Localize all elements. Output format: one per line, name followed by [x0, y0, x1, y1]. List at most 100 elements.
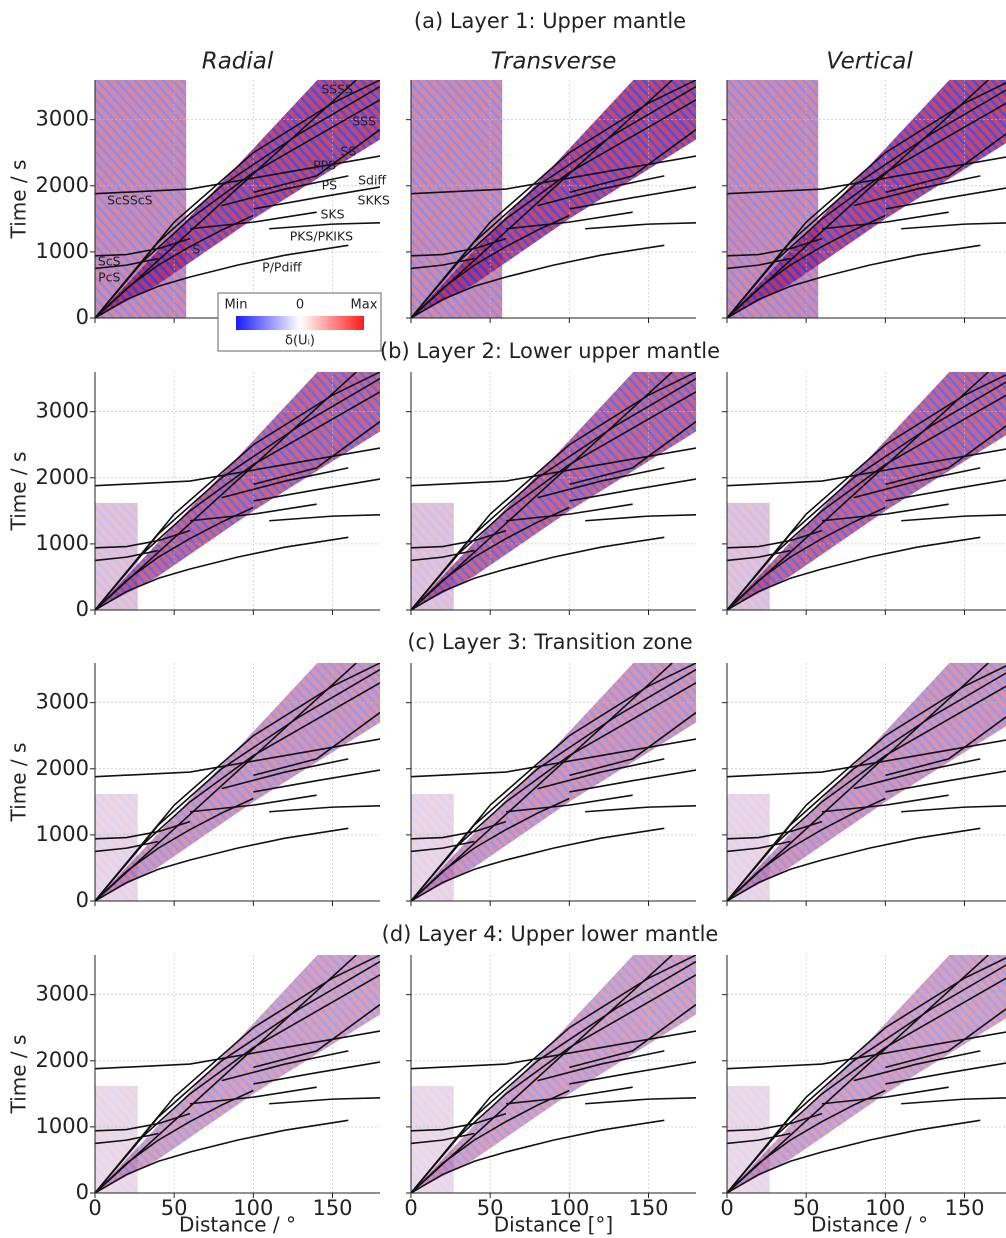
y-tick-label: 3000 [36, 690, 89, 714]
y-tick-label: 2000 [36, 173, 89, 197]
x-tick-label: 50 [793, 1196, 820, 1220]
waveform-texture [411, 955, 696, 1193]
phase-label: PS [322, 177, 338, 192]
travel-time-curve [411, 529, 507, 549]
travel-time-curve [727, 372, 989, 610]
waveform-texture [727, 955, 1006, 1193]
travel-time-curve [411, 536, 665, 610]
travel-time-curve [253, 1003, 380, 1069]
travel-time-curve [569, 478, 696, 502]
travel-time-curve [95, 80, 380, 318]
travel-time-curve [537, 175, 665, 207]
plot-area [411, 80, 696, 318]
travel-time-curve [411, 214, 570, 318]
travel-time-curve [221, 1050, 349, 1082]
travel-time-curve [189, 211, 317, 230]
travel-time-curve [95, 827, 349, 901]
plot-area [727, 80, 1006, 318]
y-tick-label: 2000 [36, 1048, 89, 1072]
phase-label: SSSS [321, 81, 353, 96]
travel-time-curve [727, 955, 989, 1193]
plot-area [411, 663, 696, 901]
travel-time-curve [95, 549, 159, 562]
travel-time-curve [411, 840, 475, 853]
travel-time-curve [253, 420, 380, 486]
travel-time-curve [727, 797, 886, 901]
travel-time-curve [411, 372, 696, 610]
travel-time-curve [585, 805, 696, 813]
travel-time-curve [537, 1050, 665, 1082]
travel-time-curve [411, 80, 696, 318]
y-tick-label: 0 [76, 305, 89, 329]
travel-time-curve [95, 257, 159, 270]
colorbar-label: Max [351, 298, 378, 313]
travel-time-curve [95, 237, 191, 257]
travel-time-curve [821, 1086, 949, 1105]
travel-time-curve [853, 1050, 981, 1082]
travel-time-curve [411, 827, 665, 901]
travel-time-curve [95, 1089, 254, 1193]
travel-time-curve [411, 663, 696, 901]
travel-time-curve [885, 770, 1006, 793]
travel-time-curve [95, 955, 357, 1193]
panel [406, 80, 696, 323]
y-tick-label: 0 [76, 597, 89, 621]
travel-time-curve [189, 794, 317, 813]
waveform-texture [411, 663, 696, 901]
travel-time-curve [727, 1119, 981, 1193]
column-title: Transverse [491, 49, 617, 75]
x-axis-label: Distance [°] [494, 1213, 613, 1237]
row-title: (b) Layer 2: Lower upper mantle [380, 339, 720, 363]
phase-label: PKS/PKIKS [290, 229, 353, 244]
travel-time-curve [885, 1007, 1006, 1069]
travel-time-curve [901, 514, 1006, 522]
x-tick-label: 100 [233, 1196, 273, 1220]
y-tick-label: 2000 [36, 756, 89, 780]
x-tick-label: 50 [477, 1196, 504, 1220]
waveform-texture [95, 372, 380, 610]
travel-time-curve [727, 549, 791, 562]
travel-time-curve [221, 467, 349, 499]
y-tick-label: 1000 [36, 1114, 89, 1138]
x-tick-label: 150 [628, 1196, 668, 1220]
y-tick-label: 0 [76, 1180, 89, 1204]
travel-time-curve [95, 372, 380, 610]
panel [406, 663, 696, 906]
plot-area [727, 955, 1006, 1193]
travel-time-curve [727, 957, 1006, 1193]
travel-time-curve [269, 514, 380, 522]
x-tick-label: 150 [944, 1196, 984, 1220]
travel-time-curve [727, 529, 823, 549]
travel-time-curve [727, 82, 1006, 318]
waveform-texture [95, 663, 380, 901]
travel-time-curve [727, 1132, 791, 1145]
travel-time-curve [411, 1119, 665, 1193]
travel-time-curve [727, 1089, 886, 1193]
travel-time-curve [411, 237, 507, 257]
x-tick-label: 0 [404, 1196, 417, 1220]
y-tick-label: 3000 [36, 107, 89, 131]
travel-time-curve [537, 467, 665, 499]
travel-time-curve [95, 840, 159, 853]
plot-area [95, 372, 380, 610]
phase-label: PcS [98, 270, 120, 285]
travel-time-curve [411, 955, 696, 1193]
x-tick-label: 0 [720, 1196, 733, 1220]
travel-time-curve [901, 1097, 1006, 1105]
travel-time-curve [253, 128, 380, 194]
travel-time-curve [505, 1086, 633, 1105]
y-tick-label: 0 [76, 888, 89, 912]
waveform-texture [411, 372, 696, 610]
y-tick-label: 3000 [36, 982, 89, 1006]
travel-time-curve [95, 663, 380, 901]
travel-time-curve [727, 506, 886, 610]
travel-time-curve [853, 467, 981, 499]
travel-time-curve [253, 478, 380, 502]
panel [722, 663, 1006, 906]
travel-time-curve [253, 769, 380, 793]
travel-time-curve [821, 503, 949, 522]
colorbar [236, 316, 364, 330]
travel-time-curve [411, 1112, 507, 1132]
